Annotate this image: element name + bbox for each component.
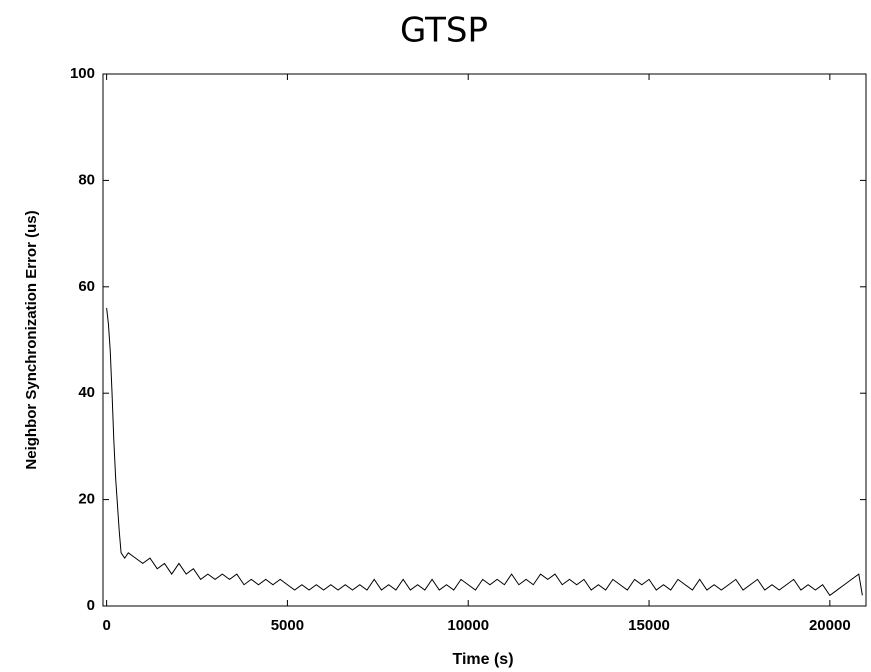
y-axis-label: Neighbor Synchronization Error (us) [23, 210, 40, 469]
x-axis-label: Time (s) [452, 651, 513, 668]
y-tick-label: 20 [78, 491, 95, 508]
x-tick-label: 20000 [809, 617, 851, 634]
x-tick-label: 10000 [447, 617, 489, 634]
y-tick-label: 80 [78, 171, 95, 188]
y-tick-label: 0 [87, 597, 95, 614]
y-tick-label: 60 [78, 278, 95, 295]
x-tick-label: 5000 [271, 617, 304, 634]
y-tick-label: 100 [70, 65, 95, 82]
chart-title: GTSP [400, 11, 488, 51]
y-tick-label: 40 [78, 384, 95, 401]
x-tick-label: 0 [102, 617, 110, 634]
data-line [106, 308, 863, 597]
plot-frame [102, 73, 867, 607]
x-tick-label: 15000 [628, 617, 670, 634]
